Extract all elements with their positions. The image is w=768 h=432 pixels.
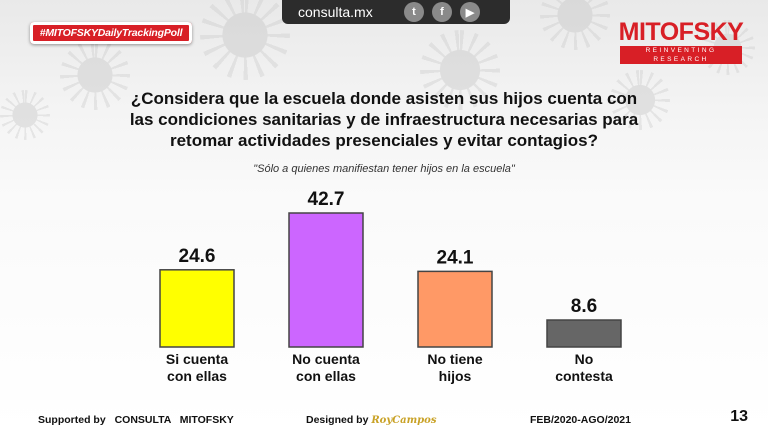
category-label: Si cuenta: [166, 351, 228, 367]
question-line: las condiciones sanitarias y de infraest…: [129, 110, 639, 129]
virus-decoration: [60, 40, 130, 110]
virus-decoration: [610, 70, 670, 130]
bar: [417, 270, 493, 348]
data-label: 8.6: [571, 296, 597, 317]
designed-by: Designed by RoyCampos: [306, 414, 436, 426]
data-label: 42.7: [308, 189, 345, 210]
category-label: No: [575, 351, 594, 367]
question-line: retomar actividades presenciales y evita…: [169, 131, 599, 150]
category-label: No cuenta: [292, 351, 360, 367]
category-label: contesta: [555, 368, 613, 384]
page-number: 13: [730, 408, 748, 425]
designed-label: Designed by: [306, 414, 369, 426]
data-label: 24.6: [179, 246, 216, 267]
twitter-icon[interactable]: t: [404, 2, 424, 22]
designer-name: RoyCampos: [371, 415, 437, 426]
virus-decoration: [200, 0, 290, 80]
virus-decoration: [0, 90, 50, 140]
category-label: No tiene: [427, 351, 482, 367]
facebook-icon[interactable]: f: [432, 2, 452, 22]
bar: [546, 319, 622, 348]
supported-by: Supported by CONSULTA MITOFSKY: [38, 414, 234, 426]
chart-note: "Sólo a quienes manifiestan tener hijos …: [253, 163, 515, 175]
top-link-bar: consulta.mx t f ▶: [282, 0, 510, 24]
site-link[interactable]: consulta.mx: [298, 4, 373, 20]
bar: [288, 212, 364, 348]
logo: MITOFSKY REINVENTING RESEARCH: [616, 18, 746, 64]
bar: [159, 269, 235, 348]
virus-decoration: [420, 30, 500, 110]
logo-name: MITOFSKY: [618, 18, 744, 46]
supported-org: CONSULTA MITOFSKY: [114, 414, 234, 426]
hashtag-badge: #MITOFSKYDailyTrackingPoll: [30, 22, 192, 44]
question-title: ¿Considera que la escuela donde asisten …: [0, 88, 768, 151]
logo-tagline: REINVENTING RESEARCH: [620, 46, 742, 64]
youtube-icon[interactable]: ▶: [460, 2, 480, 22]
period: FEB/2020-AGO/2021: [530, 414, 631, 426]
question-line: ¿Considera que la escuela donde asisten …: [130, 89, 638, 108]
category-label: con ellas: [296, 368, 356, 384]
data-label: 24.1: [437, 247, 474, 268]
category-label: con ellas: [167, 368, 227, 384]
supported-label: Supported by: [38, 414, 106, 426]
category-label: hijos: [439, 368, 472, 384]
